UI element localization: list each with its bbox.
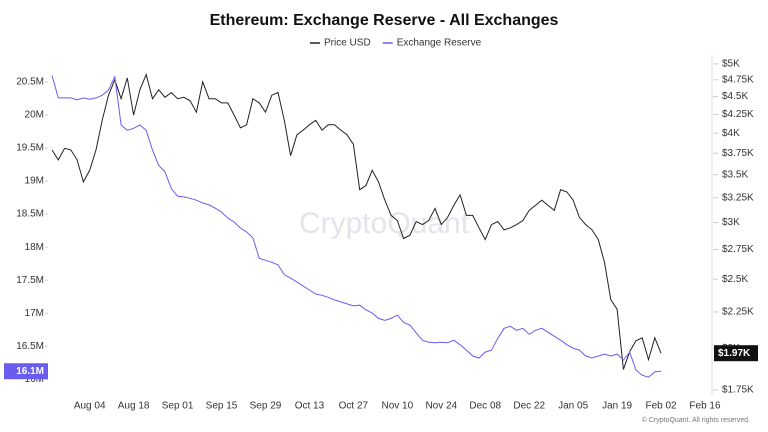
y2-tick-label: $3K [722, 217, 740, 228]
x-tick-label: Aug 04 [74, 401, 106, 412]
current-value-badge [4, 363, 48, 380]
y2-tick-label: $4.5K [722, 91, 748, 102]
y-tick-label: 17.5M [16, 275, 44, 286]
y2-tick-label: $2.5K [722, 274, 748, 285]
y2-tick-label: $3.25K [722, 192, 754, 203]
y-tick-label: 18.5M [16, 209, 44, 220]
series-line [51, 75, 662, 378]
y-tick-label: 20M [25, 110, 44, 121]
y-tick-label: 16M [25, 374, 44, 385]
x-tick-label: Aug 18 [118, 401, 150, 412]
y2-tick-label: $1.75K [722, 385, 754, 396]
watermark: CryptoQuant [299, 207, 470, 240]
y2-tick-label: $5K [722, 59, 740, 70]
x-tick-label: Feb 02 [645, 401, 677, 412]
y-tick-label: 18M [25, 242, 44, 253]
y-tick-label: 20.5M [16, 77, 44, 88]
current-value-label: $1.97K [718, 348, 751, 359]
y2-tick-label: $3.5K [722, 169, 748, 180]
legend-label: Price USD [324, 38, 371, 49]
y2-tick-label: $3.75K [722, 148, 754, 159]
x-tick-label: Sep 29 [250, 401, 282, 412]
chart-title: Ethereum: Exchange Reserve - All Exchang… [210, 12, 559, 29]
y2-tick-label: $4.25K [722, 109, 754, 120]
current-value-label: 16.1M [16, 366, 44, 377]
x-tick-label: Dec 08 [469, 401, 501, 412]
y-tick-label: 19.5M [16, 143, 44, 154]
x-tick-label: Jan 19 [602, 401, 632, 412]
y-tick-label: 16.5M [16, 341, 44, 352]
x-tick-label: Oct 13 [295, 401, 325, 412]
current-value-badge [714, 345, 758, 362]
x-tick-label: Sep 15 [206, 401, 238, 412]
y2-tick-label: $2.25K [722, 307, 754, 318]
x-tick-label: Nov 24 [425, 401, 457, 412]
y2-tick-label: $2.75K [722, 244, 754, 255]
y2-tick-label: $4K [722, 128, 740, 139]
series-line [51, 73, 662, 370]
legend-label: Exchange Reserve [397, 38, 482, 49]
y-tick-label: 19M [25, 176, 44, 187]
y2-tick-label: $4.75K [722, 74, 754, 85]
x-tick-label: Sep 01 [162, 401, 194, 412]
x-tick-label: Feb 16 [689, 401, 721, 412]
x-tick-label: Nov 10 [381, 401, 413, 412]
footer: © CryptoQuant. All rights reserved. [642, 416, 750, 424]
x-tick-label: Oct 27 [339, 401, 369, 412]
x-tick-label: Jan 05 [558, 401, 588, 412]
x-tick-label: Dec 22 [513, 401, 545, 412]
y-tick-label: 17M [25, 308, 44, 319]
